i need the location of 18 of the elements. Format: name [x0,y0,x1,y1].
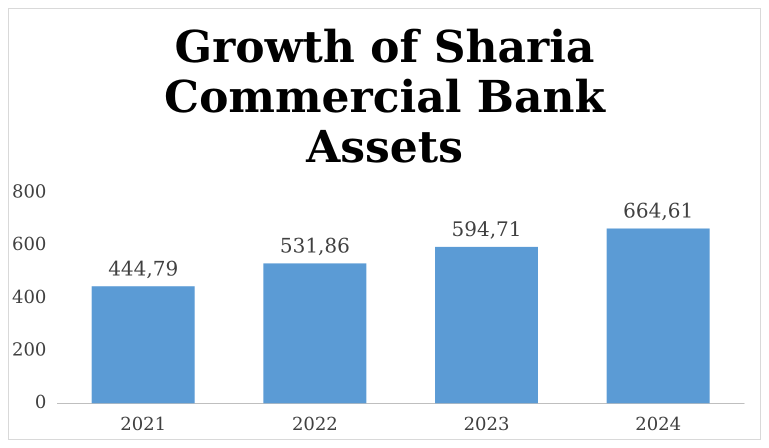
data-label: 531,86 [280,234,350,258]
y-tick-label: 800 [12,181,46,202]
data-label: 594,71 [452,217,522,242]
chart-title: Growth of Sharia Commercial Bank Assets [163,22,607,173]
y-tick-label: 200 [12,339,46,360]
y-tick-label: 400 [12,286,46,308]
bar [606,228,710,404]
x-tick-label: 2023 [464,414,510,435]
data-label: 664,61 [623,198,694,223]
data-label: 444,79 [108,256,178,281]
x-tick-label: 2021 [120,414,166,435]
bar [263,263,366,404]
bar [92,286,195,404]
bar [435,246,538,404]
y-tick-label: 600 [12,234,46,256]
x-tick-label: 2024 [635,414,682,435]
y-tick-label: 0 [34,392,46,414]
x-tick-label: 2022 [292,414,338,435]
